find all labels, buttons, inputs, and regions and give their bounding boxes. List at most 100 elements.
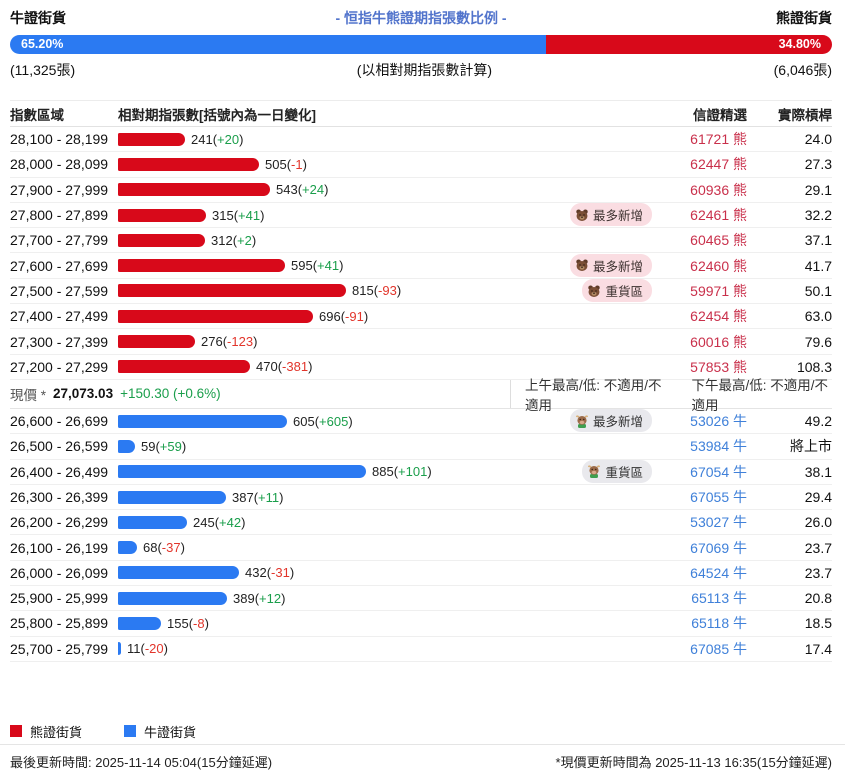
effective-gearing-value: 38.1 (804, 463, 832, 480)
oi-bar-cell: 11(-20) (118, 641, 661, 656)
oi-value-and-change: 389(+12) (233, 590, 286, 606)
oi-value-and-change: 387(+11) (232, 489, 284, 505)
table-row: 26,500 - 26,599 59(+59) 53984 牛 將上市 (10, 434, 832, 460)
index-range-label: 27,700 - 27,799 (10, 232, 109, 249)
warrant-code-link[interactable]: 60936 熊 (690, 181, 747, 198)
index-range-label: 26,200 - 26,299 (10, 514, 109, 531)
bull-bear-ratio-bar: 65.20% 34.80% (10, 35, 832, 54)
warrant-code-link[interactable]: 62447 熊 (690, 156, 747, 173)
effective-gearing-value: 將上市 (790, 438, 832, 455)
index-range-label: 28,000 - 28,099 (10, 156, 109, 173)
badge-cell: 重貨區 (582, 279, 652, 303)
oi-bar-cell: 59(+59) (118, 439, 661, 454)
oi-bar (118, 591, 227, 605)
effective-gearing-value: 26.0 (804, 514, 832, 531)
table-header-row: 指數區域 相對期指張數[括號內為一日變化] 信證精選 實際槓桿 (10, 100, 832, 127)
index-range-label: 26,000 - 26,099 (10, 564, 109, 581)
contracts-row: (11,325張) (以相對期指張數計算) (6,046張) (10, 61, 832, 79)
bear-rows: 28,100 - 28,199 241(+20) 61721 熊 24.0 28… (10, 127, 832, 380)
warrant-code-link[interactable]: 62460 熊 (690, 257, 747, 274)
oi-bar (118, 208, 206, 222)
warrant-code-link[interactable]: 67085 牛 (690, 640, 747, 657)
index-range-label: 26,400 - 26,499 (10, 463, 109, 480)
index-range-label: 27,600 - 27,699 (10, 257, 109, 274)
legend-bull-label: 牛證街貨 (144, 724, 197, 740)
warrant-code-link[interactable]: 60016 熊 (690, 333, 747, 350)
bull-icon (575, 414, 589, 428)
bull-rows: 26,600 - 26,699 605(+605) 最多新增 53026 牛 4… (10, 409, 832, 662)
effective-gearing-value: 24.0 (804, 131, 832, 148)
table-row: 26,400 - 26,499 885(+101) 重貨區 67054 牛 38… (10, 459, 832, 485)
oi-bar (118, 183, 270, 197)
morning-high-low: 上午最高/低: 不適用/不適用 (525, 377, 662, 413)
warrant-code-link[interactable]: 60465 熊 (690, 232, 747, 249)
warrant-code-link[interactable]: 59971 熊 (690, 282, 747, 299)
oi-value-and-change: 815(-93) (352, 283, 402, 299)
table-row: 28,100 - 28,199 241(+20) 61721 熊 24.0 (10, 127, 832, 153)
warrant-code-link[interactable]: 57853 熊 (690, 358, 747, 375)
table-row: 26,200 - 26,299 245(+42) 53027 牛 26.0 (10, 510, 832, 536)
warrant-code-link[interactable]: 65118 牛 (691, 615, 747, 632)
effective-gearing-value: 49.2 (804, 413, 832, 430)
warrant-code-link[interactable]: 62454 熊 (690, 308, 747, 325)
warrant-code-link[interactable]: 65113 牛 (691, 590, 747, 607)
warrant-code-link[interactable]: 67069 牛 (690, 539, 747, 556)
highlight-badge: 最多新增 (569, 409, 652, 433)
bull-ratio-segment: 65.20% (10, 35, 546, 54)
legend-item-bull: 牛證街貨 (124, 722, 196, 741)
oi-value-and-change: 155(-8) (167, 615, 209, 631)
badge-label: 最多新增 (592, 209, 643, 224)
warrant-code-link[interactable]: 61721 熊 (690, 131, 747, 148)
warrant-code-link[interactable]: 64524 牛 (690, 564, 747, 581)
oi-bar (118, 541, 137, 555)
table-row: 25,800 - 25,899 155(-8) 65118 牛 18.5 (10, 611, 832, 637)
table-row: 27,700 - 27,799 312(+2) 60465 熊 37.1 (10, 228, 832, 254)
warrant-code-link[interactable]: 67055 牛 (690, 489, 747, 505)
oi-bar (118, 465, 366, 479)
effective-gearing-value: 41.7 (804, 257, 832, 274)
oi-value-and-change: 245(+42) (193, 514, 246, 530)
oi-value-and-change: 470(-381) (256, 359, 313, 375)
index-range-label: 26,300 - 26,399 (10, 489, 109, 505)
index-range-label: 27,200 - 27,299 (10, 358, 109, 375)
badge-cell: 最多新增 (569, 253, 652, 278)
oi-value-and-change: 312(+2) (211, 232, 257, 248)
oi-value-and-change: 276(-123) (201, 334, 258, 350)
effective-gearing-value: 18.5 (804, 615, 832, 632)
oi-value-and-change: 543(+24) (276, 182, 329, 198)
index-range-label: 25,800 - 25,899 (10, 615, 109, 632)
badge-label: 最多新增 (592, 415, 643, 430)
oi-value-and-change: 885(+101) (372, 464, 432, 480)
afternoon-high-low: 下午最高/低: 不適用/不適用 (691, 377, 829, 413)
index-range-label: 27,300 - 27,399 (10, 333, 109, 350)
oi-bar (118, 132, 185, 146)
bear-icon (575, 208, 589, 222)
oi-bar-cell: 387(+11) (118, 490, 661, 505)
col-effective-gearing: 實際槓桿 (778, 107, 832, 123)
table-row: 27,400 - 27,499 696(-91) 62454 熊 63.0 (10, 304, 832, 330)
warrant-code-link[interactable]: 67054 牛 (690, 463, 747, 480)
legend: 熊證街貨 牛證街貨 (10, 722, 196, 740)
effective-gearing-value: 29.1 (804, 181, 832, 198)
index-range-label: 27,500 - 27,599 (10, 282, 109, 299)
warrant-code-link[interactable]: 53027 牛 (690, 514, 747, 531)
warrant-code-link[interactable]: 53026 牛 (690, 413, 747, 430)
spot-price-row: 現價 * 27,073.03 +150.30 (+0.6%) 上午最高/低: 不… (10, 378, 832, 413)
effective-gearing-value: 79.6 (804, 333, 832, 350)
table-row: 26,100 - 26,199 68(-37) 67069 牛 23.7 (10, 535, 832, 561)
bear-contracts-count: (6,046張) (773, 62, 832, 78)
bear-icon (587, 284, 601, 298)
spot-price-group: 現價 * 27,073.03 +150.30 (+0.6%) (10, 384, 510, 404)
table-row: 27,900 - 27,999 543(+24) 60936 熊 29.1 (10, 178, 832, 203)
effective-gearing-value: 37.1 (804, 232, 832, 249)
oi-value-and-change: 11(-20) (127, 641, 168, 657)
index-range-label: 25,900 - 25,999 (10, 590, 109, 607)
warrant-code-link[interactable]: 53984 牛 (690, 438, 747, 455)
calculation-note: (以相對期指張數計算) (356, 62, 493, 78)
effective-gearing-value: 29.4 (804, 489, 832, 505)
oi-bar-cell: 815(-93) 重貨區 (118, 279, 661, 303)
warrant-code-link[interactable]: 62461 熊 (690, 207, 747, 224)
table-row: 25,900 - 25,999 389(+12) 65113 牛 20.8 (10, 586, 832, 612)
table-row: 27,800 - 27,899 315(+41) 最多新增 62461 熊 32… (10, 203, 832, 229)
table-row: 26,600 - 26,699 605(+605) 最多新增 53026 牛 4… (10, 409, 832, 435)
